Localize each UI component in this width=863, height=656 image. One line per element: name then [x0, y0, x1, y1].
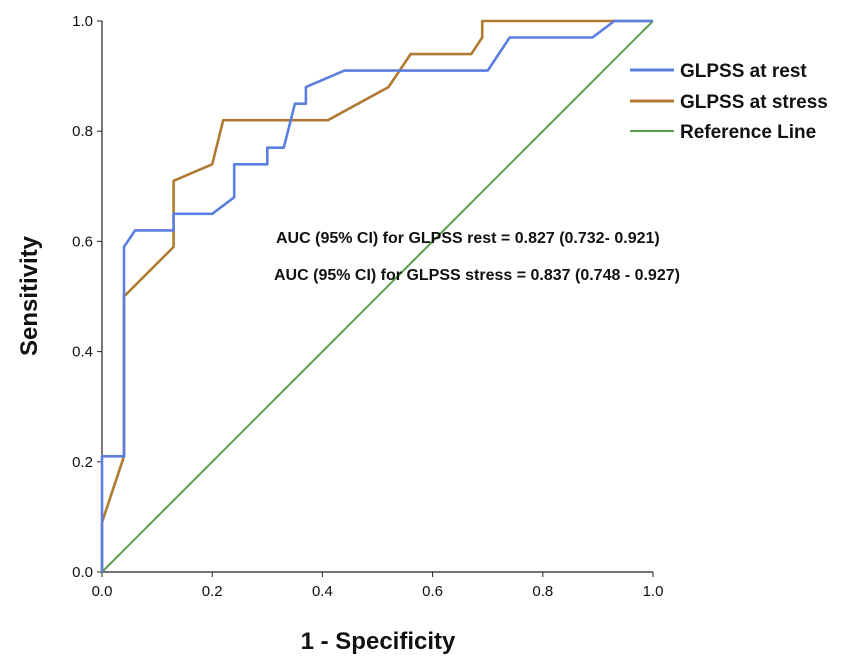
x-tick-label: 0.6: [422, 583, 443, 600]
y-tick-label: 0.4: [72, 344, 93, 361]
legend-label-reference: Reference Line: [680, 122, 816, 143]
x-tick-label: 0.2: [202, 583, 223, 600]
annotation-auc-stress: AUC (95% CI) for GLPSS stress = 0.837 (0…: [274, 267, 680, 284]
series-line-rest: [100, 19, 653, 572]
x-tick-label: 0.8: [532, 583, 553, 600]
y-axis-title: Sensitivity: [16, 235, 43, 356]
legend: GLPSS at rest GLPSS at stress Reference …: [630, 61, 828, 143]
annotation-auc-rest: AUC (95% CI) for GLPSS rest = 0.827 (0.7…: [276, 230, 660, 247]
x-ticks: 0.0 0.2 0.4 0.6 0.8 1.0: [92, 572, 664, 600]
y-tick-label: 0.8: [72, 123, 93, 140]
x-axis-title: 1 - Specificity: [301, 628, 456, 655]
x-tick-label: 0.4: [312, 583, 333, 600]
legend-label-rest: GLPSS at rest: [680, 61, 807, 82]
legend-label-stress: GLPSS at stress: [680, 92, 828, 113]
y-tick-label: 0.2: [72, 454, 93, 471]
series-line-reference: [101, 20, 654, 573]
y-tick-label: 0.0: [72, 564, 93, 581]
series-layer: [100, 19, 654, 573]
x-tick-label: 0.0: [92, 583, 113, 600]
x-tick-label: 1.0: [643, 583, 664, 600]
y-tick-label: 1.0: [72, 13, 93, 30]
y-ticks: 0.0 0.2 0.4 0.6 0.8 1.0: [72, 13, 102, 581]
y-tick-label: 0.6: [72, 233, 93, 250]
